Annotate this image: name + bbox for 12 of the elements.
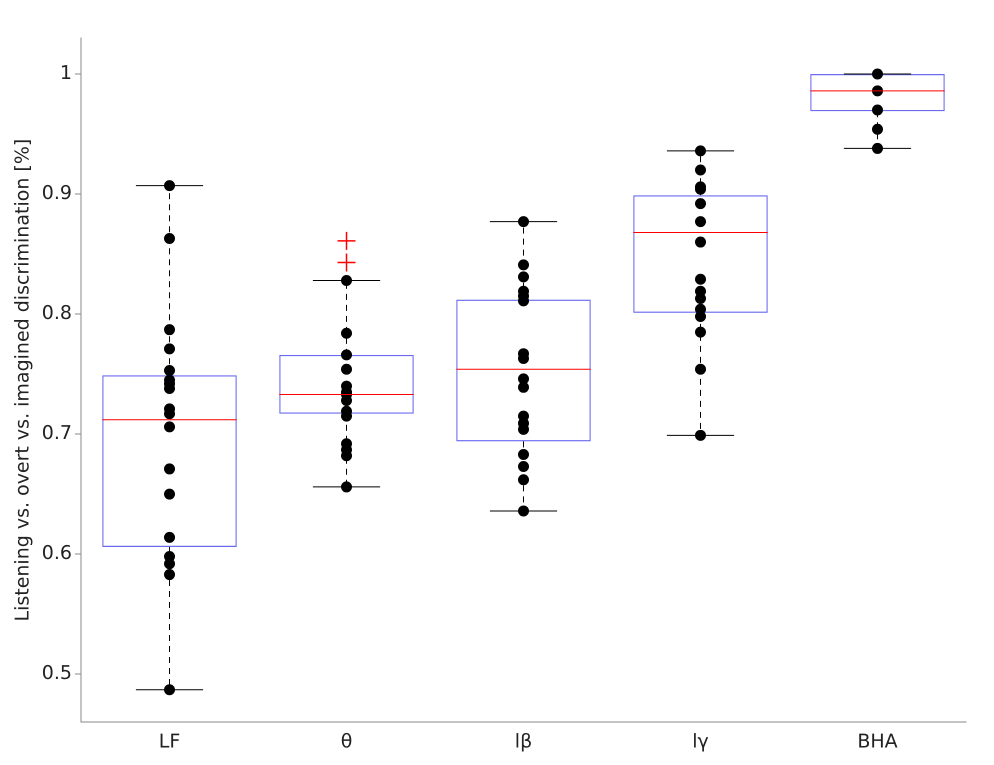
y-axis-title: Listening vs. overt vs. imagined discrimination [%] [11,138,34,622]
x-tick-label: θ [340,730,352,753]
x-tick-label: lγ [692,730,709,753]
y-tick-label: 0.5 [42,662,72,684]
y-tick-label: 0.7 [42,422,72,444]
y-tick-label: 1 [60,62,72,84]
x-tick-label: LF [158,730,180,753]
y-tick-label: 0.8 [42,302,72,324]
x-tick-label: lβ [514,730,532,753]
y-tick-label: 0.9 [42,182,72,204]
x-tick-label: BHA [857,730,898,753]
y-tick-label: 0.6 [42,542,72,564]
